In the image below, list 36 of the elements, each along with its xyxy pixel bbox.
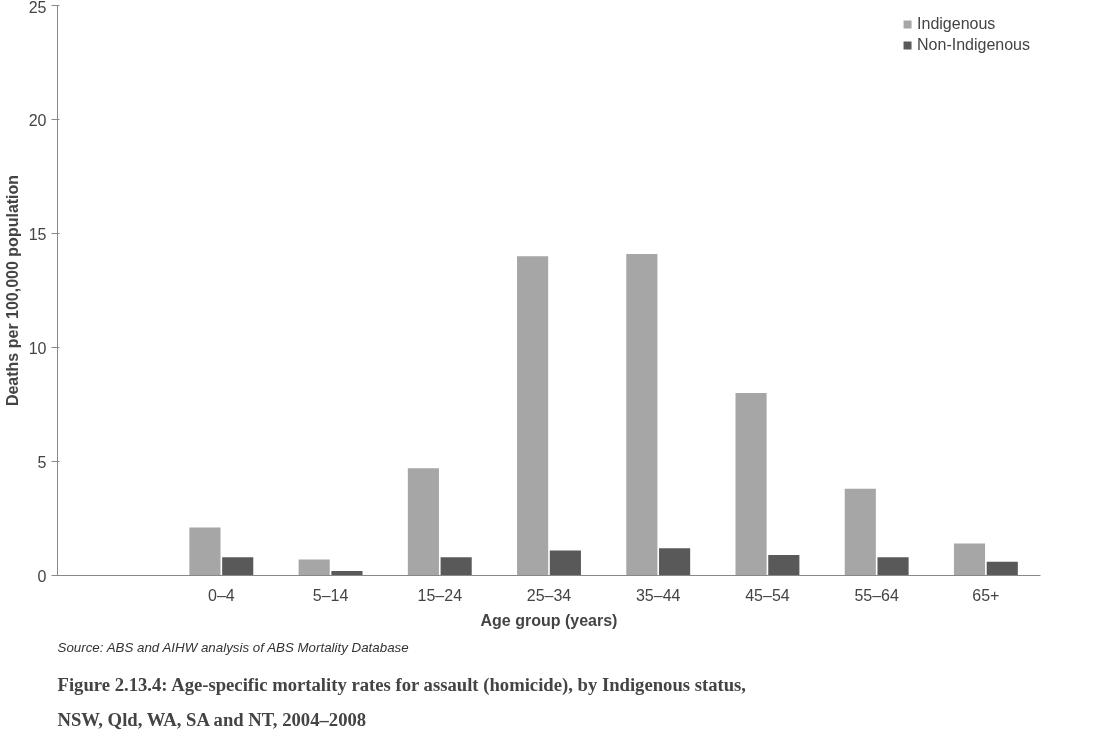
bar (768, 554, 800, 576)
y-tick-label: 5 (37, 453, 47, 471)
x-tick-label: 55–64 (854, 586, 900, 604)
bar (626, 254, 658, 576)
bar (953, 543, 986, 576)
x-tick-label: 15–24 (417, 586, 463, 604)
y-tick-label: 20 (28, 111, 47, 129)
source-note: Source: ABS and AIHW analysis of ABS Mortality Database (57, 639, 409, 655)
x-axis-title: Age group (years) (480, 611, 618, 629)
x-tick-label: 35–44 (635, 586, 681, 604)
y-tick-label: 25 (28, 0, 47, 16)
bar (222, 557, 254, 576)
bar (517, 256, 549, 576)
y-axis-title: Deaths per 100,000 population (3, 174, 21, 407)
bar (549, 550, 581, 576)
x-tick-label: 65+ (972, 586, 1000, 604)
y-tick-label: 0 (37, 567, 47, 585)
legend-label: Non-Indigenous (917, 36, 1030, 54)
bar (407, 468, 439, 576)
x-tick-label: 25–34 (526, 586, 572, 604)
text: Figure 2.13.4: Age-specific mortality rates for assault (homicide), by Indigenous status, NSW, Qld, WA, SA and NT, 2004–2008 (57, 673, 747, 730)
x-tick-label: 0–4 (207, 586, 235, 604)
bar (189, 527, 221, 576)
bar (735, 393, 767, 576)
bar (659, 548, 691, 576)
x-tick-label: 5–14 (312, 586, 349, 604)
x-tick-label: 45–54 (745, 586, 790, 604)
bar (440, 557, 472, 576)
bar (986, 561, 1018, 576)
bar (331, 570, 363, 576)
legend-label: Indigenous (917, 15, 996, 33)
bar (844, 488, 876, 576)
bar (298, 559, 330, 576)
y-tick-label: 15 (28, 225, 47, 243)
y-tick-label: 10 (28, 339, 47, 357)
bar (877, 557, 909, 576)
